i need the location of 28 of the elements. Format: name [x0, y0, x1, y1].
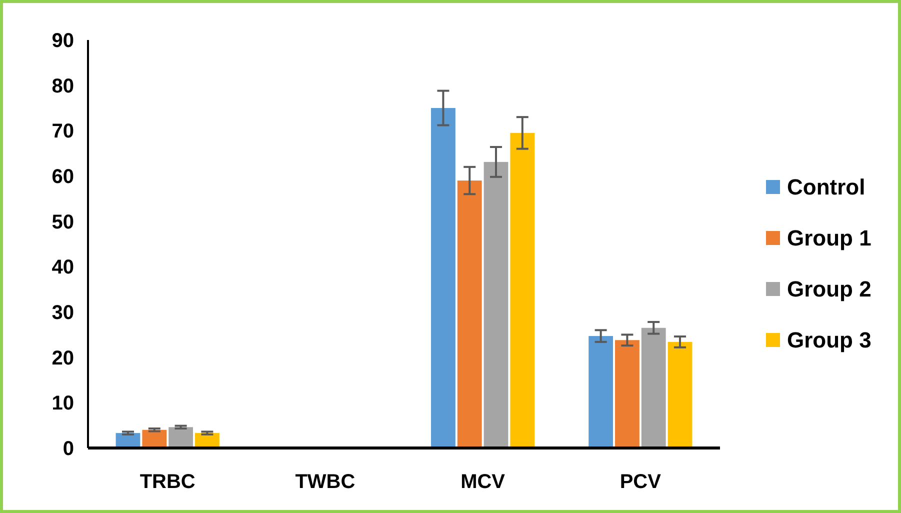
y-tick-label: 80 [52, 75, 74, 98]
y-tick-label: 70 [52, 120, 74, 143]
y-tick-label: 0 [62, 438, 74, 460]
x-tick-label: MCV [460, 471, 506, 493]
bar [615, 340, 640, 448]
x-tick-label: TRBC [140, 471, 196, 493]
x-tick-label: PCV [620, 471, 662, 493]
bar [510, 132, 535, 448]
legend-label: Group 3 [787, 328, 872, 353]
y-tick-label: 30 [52, 302, 74, 324]
bar [484, 162, 508, 448]
bar [457, 180, 482, 448]
bar [168, 427, 193, 448]
y-tick-label: 20 [52, 347, 74, 370]
y-tick-label: 40 [52, 256, 74, 279]
bar [142, 430, 167, 448]
y-tick-label: 60 [52, 166, 74, 188]
legend-label: Group 1 [787, 226, 872, 251]
legend-label: Group 2 [787, 276, 872, 302]
y-tick-label: 10 [52, 392, 74, 415]
y-tick-label: 50 [52, 211, 74, 234]
legend-label: Control [787, 174, 866, 200]
bar [588, 336, 614, 448]
bar [668, 342, 692, 448]
bar [641, 328, 666, 448]
x-tick-label: TWBC [295, 471, 356, 493]
bar [431, 108, 456, 448]
y-tick-label: 90 [52, 30, 74, 52]
